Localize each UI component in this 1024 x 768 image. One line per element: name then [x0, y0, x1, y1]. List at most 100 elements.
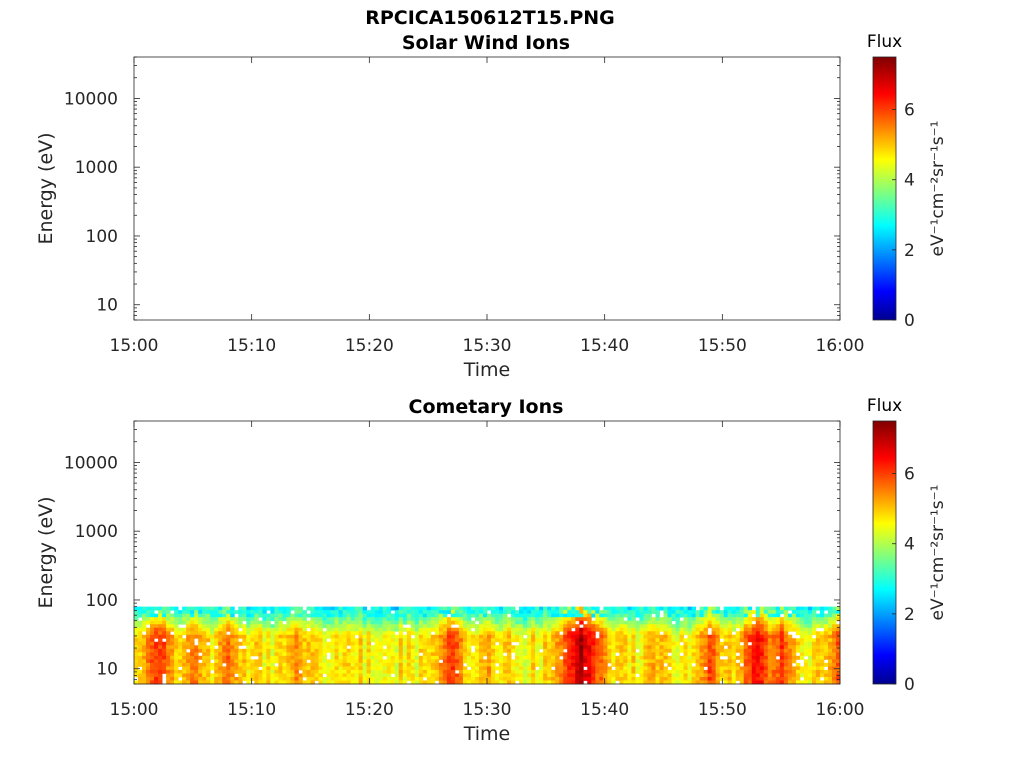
heatmap-cell — [294, 631, 299, 636]
heatmap-cell — [539, 680, 544, 685]
heatmap-cell — [539, 652, 544, 657]
heatmap-cell — [346, 638, 352, 643]
heatmap-cell — [298, 652, 303, 657]
heatmap-cell — [202, 617, 207, 622]
heatmap-cell — [827, 648, 833, 653]
heatmap-cell — [242, 659, 247, 664]
heatmap-cell — [310, 662, 315, 667]
heatmap-cell — [206, 617, 211, 622]
heatmap-cell — [402, 659, 408, 664]
heatmap-cell — [711, 659, 717, 664]
heatmap-cell — [579, 648, 584, 653]
heatmap-cell — [699, 680, 705, 685]
heatmap-cell — [374, 613, 380, 618]
heatmap-cell — [603, 641, 608, 646]
heatmap-cell — [230, 645, 235, 650]
heatmap-cell — [587, 631, 592, 636]
heatmap-cell — [675, 610, 680, 615]
heatmap-cell — [450, 606, 456, 611]
heatmap-cell — [418, 669, 424, 674]
heatmap-cell — [647, 645, 652, 650]
heatmap-cell — [434, 669, 440, 674]
heatmap-cell — [631, 676, 636, 681]
heatmap-cell — [623, 641, 628, 646]
heatmap-cell — [723, 610, 729, 615]
heatmap-cell — [495, 680, 500, 685]
heatmap-cell — [787, 673, 793, 678]
heatmap-cell — [635, 666, 640, 671]
heatmap-cell — [286, 606, 291, 611]
heatmap-cell — [338, 638, 343, 643]
heatmap-cell — [699, 627, 705, 632]
heatmap-cell — [142, 669, 147, 674]
heatmap-cell — [174, 634, 179, 639]
heatmap-cell — [374, 638, 380, 643]
heatmap-cell — [551, 655, 556, 660]
heatmap-cell — [318, 662, 323, 667]
heatmap-cell — [250, 634, 255, 639]
heatmap-cell — [458, 666, 464, 671]
heatmap-cell — [703, 606, 709, 611]
heatmap-cell — [274, 627, 279, 632]
heatmap-cell — [334, 610, 339, 615]
heatmap-cell — [623, 631, 628, 636]
heatmap-cell — [462, 641, 468, 646]
heatmap-cell — [398, 676, 404, 681]
heatmap-cell — [422, 669, 428, 674]
heatmap-cell — [675, 645, 680, 650]
heatmap-cell — [174, 652, 179, 657]
heatmap-cell — [398, 655, 404, 660]
heatmap-cell — [783, 673, 789, 678]
heatmap-cell — [338, 659, 343, 664]
heatmap-cell — [442, 676, 448, 681]
heatmap-cell — [643, 680, 648, 685]
heatmap-cell — [739, 648, 745, 653]
heatmap-cell — [178, 645, 183, 650]
heatmap-cell — [695, 659, 700, 664]
heatmap-cell — [551, 617, 556, 622]
heatmap-cell — [146, 648, 151, 653]
heatmap-cell — [599, 641, 604, 646]
heatmap-cell — [507, 669, 512, 674]
heatmap-cell — [607, 627, 612, 632]
heatmap-cell — [322, 652, 327, 657]
heatmap-cell — [206, 634, 211, 639]
heatmap-cell — [374, 624, 380, 629]
heatmap-cell — [398, 606, 404, 611]
heatmap-cell — [402, 634, 408, 639]
heatmap-cell — [803, 641, 809, 646]
heatmap-cell — [767, 617, 773, 622]
heatmap-cell — [799, 680, 805, 685]
heatmap-cell — [719, 669, 725, 674]
heatmap-cell — [611, 620, 616, 625]
heatmap-cell — [687, 617, 692, 622]
heatmap-cell — [170, 613, 175, 618]
heatmap-cell — [138, 676, 143, 681]
heatmap-cell — [234, 662, 239, 667]
heatmap-cell — [162, 610, 167, 615]
heatmap-cell — [591, 624, 596, 629]
heatmap-cell — [146, 613, 151, 618]
heatmap-cell — [366, 655, 372, 660]
heatmap-cell — [202, 631, 207, 636]
heatmap-cell — [278, 613, 283, 618]
heatmap-cell — [334, 666, 339, 671]
heatmap-cell — [158, 652, 163, 657]
heatmap-cell — [346, 617, 352, 622]
heatmap-cell — [811, 606, 817, 611]
heatmap-cell — [358, 624, 364, 629]
heatmap-cell — [527, 610, 532, 615]
heatmap-cell — [186, 669, 191, 674]
heatmap-cell — [198, 634, 203, 639]
heatmap-cell — [402, 613, 408, 618]
heatmap-cell — [623, 680, 628, 685]
heatmap-cell — [499, 669, 504, 674]
heatmap-cell — [683, 624, 688, 629]
heatmap-cell — [499, 676, 504, 681]
heatmap-cell — [226, 638, 231, 643]
heatmap-cell — [338, 648, 343, 653]
heatmap-cell — [142, 662, 147, 667]
heatmap-cell — [234, 652, 239, 657]
heatmap-cell — [719, 634, 725, 639]
heatmap-cell — [474, 659, 480, 664]
